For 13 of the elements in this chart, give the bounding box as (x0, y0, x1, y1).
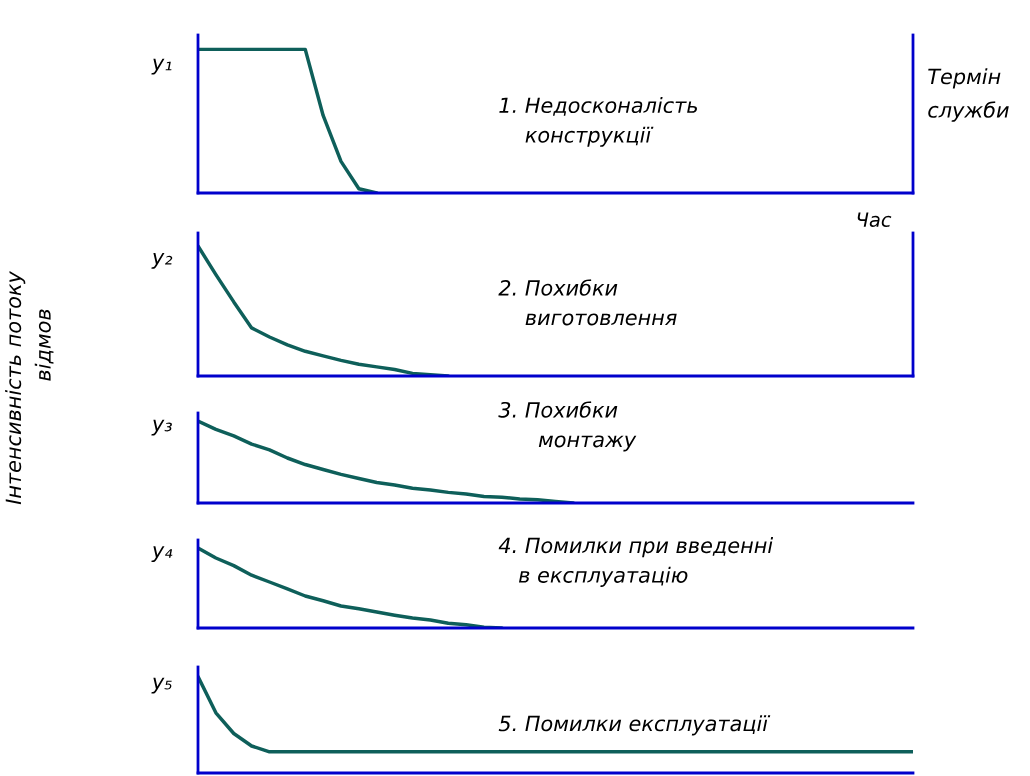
annotation: 4. Помилки при введенні в експлуатацію (498, 537, 774, 587)
y-axis-title: y₂ (151, 253, 173, 269)
text: Термін служби (928, 68, 1009, 122)
text: Інтенсивність потоку відмов (5, 270, 54, 505)
y-axis-title: y₄ (151, 546, 173, 562)
x-axis-title: Час (857, 212, 892, 228)
annotation: 3. Похибки монтажу (498, 401, 637, 452)
annotation: 5. Помилки експлуатації (498, 715, 771, 736)
y-axis-title: y₅ (151, 677, 172, 694)
y-axis-title: y₁ (151, 58, 172, 75)
y-axis-title: y₃ (151, 419, 172, 436)
annotation: 2. Похибки виготовлення (498, 279, 677, 326)
annotation: 1. Недосконалість конструкції (499, 96, 697, 147)
